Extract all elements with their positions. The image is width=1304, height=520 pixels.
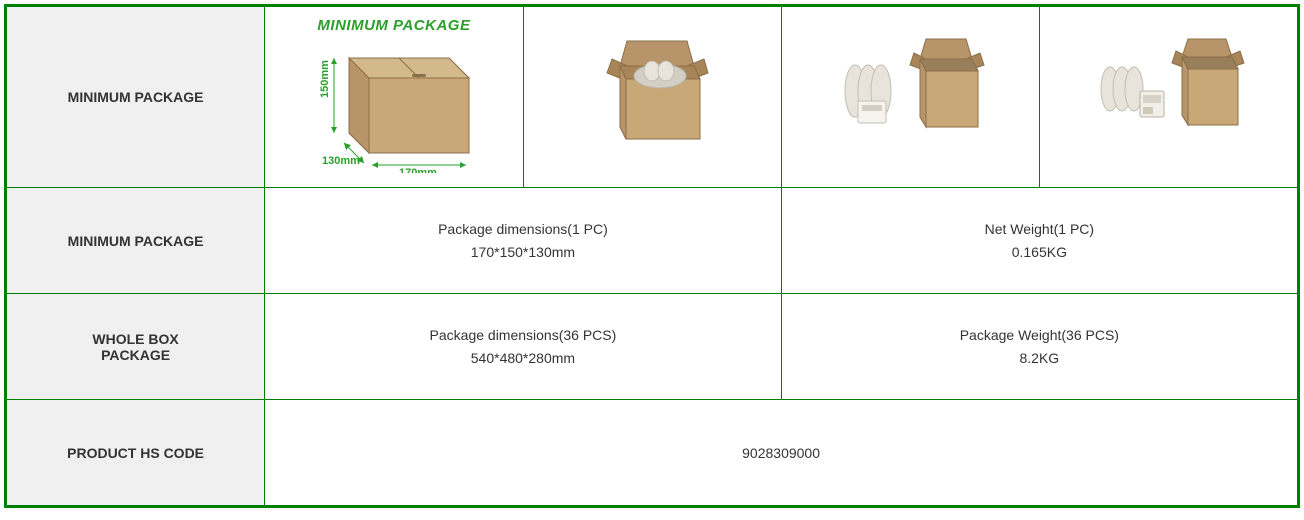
packaging-table: MINIMUM PACKAGE MINIMUM PACKAGE: [6, 6, 1298, 506]
cell-box-dimensions: MINIMUM PACKAGE: [265, 7, 524, 188]
row3-dimensions-cell: Package dimensions(36 PCS) 540*480*280mm: [265, 294, 782, 400]
row2-weight-cell: Net Weight(1 PC) 0.165KG: [781, 188, 1297, 294]
row2-dim-value: 170*150*130mm: [275, 241, 771, 263]
min-pkg-title: MINIMUM PACKAGE: [294, 17, 494, 34]
row2-weight-value: 0.165KG: [792, 241, 1287, 263]
row4-value: 9028309000: [742, 445, 820, 461]
row2-dimensions-cell: Package dimensions(1 PC) 170*150*130mm: [265, 188, 782, 294]
row1-header: MINIMUM PACKAGE: [7, 7, 265, 188]
dim-h-text: 150mm: [319, 60, 331, 98]
open-box-illustration-3: [1088, 31, 1248, 164]
row3-header-line1: WHOLE BOX: [17, 331, 254, 347]
row4-header: PRODUCT HS CODE: [7, 400, 265, 506]
row-images: MINIMUM PACKAGE MINIMUM PACKAGE: [7, 7, 1298, 188]
cell-open-box-2: [781, 7, 1039, 188]
row-min-package: MINIMUM PACKAGE Package dimensions(1 PC)…: [7, 188, 1298, 294]
cell-open-box-3: [1039, 7, 1297, 188]
row2-header: MINIMUM PACKAGE: [7, 188, 265, 294]
row3-weight-value: 8.2KG: [792, 347, 1287, 369]
row-hs-code: PRODUCT HS CODE 9028309000: [7, 400, 1298, 506]
cell-open-box-1: [523, 7, 781, 188]
dim-d-text: 130mm: [322, 155, 360, 167]
row4-header-text: PRODUCT HS CODE: [67, 445, 204, 461]
row1-header-text: MINIMUM PACKAGE: [68, 89, 204, 105]
open-box-1-svg: [582, 31, 722, 161]
open-box-illustration-1: [582, 31, 722, 164]
box-dimension-illustration: MINIMUM PACKAGE: [294, 17, 494, 177]
row3-header: WHOLE BOX PACKAGE: [7, 294, 265, 400]
row2-header-text: MINIMUM PACKAGE: [68, 233, 204, 249]
row3-dim-value: 540*480*280mm: [275, 347, 771, 369]
row3-dim-label: Package dimensions(36 PCS): [275, 324, 771, 346]
row3-weight-cell: Package Weight(36 PCS) 8.2KG: [781, 294, 1297, 400]
packaging-table-container: MINIMUM PACKAGE MINIMUM PACKAGE: [4, 4, 1300, 508]
row2-dim-label: Package dimensions(1 PC): [275, 218, 771, 240]
open-box-2-svg: [830, 31, 990, 161]
open-box-3-svg: [1088, 31, 1248, 161]
row4-value-cell: 9028309000: [265, 400, 1298, 506]
row-whole-box: WHOLE BOX PACKAGE Package dimensions(36 …: [7, 294, 1298, 400]
open-box-illustration-2: [830, 31, 990, 164]
row3-weight-label: Package Weight(36 PCS): [792, 324, 1287, 346]
row3-header-line2: PACKAGE: [17, 347, 254, 363]
closed-box-svg: 150mm 130mm 170mm: [294, 38, 494, 173]
dim-w-text: 170mm: [399, 167, 437, 173]
row2-weight-label: Net Weight(1 PC): [792, 218, 1287, 240]
